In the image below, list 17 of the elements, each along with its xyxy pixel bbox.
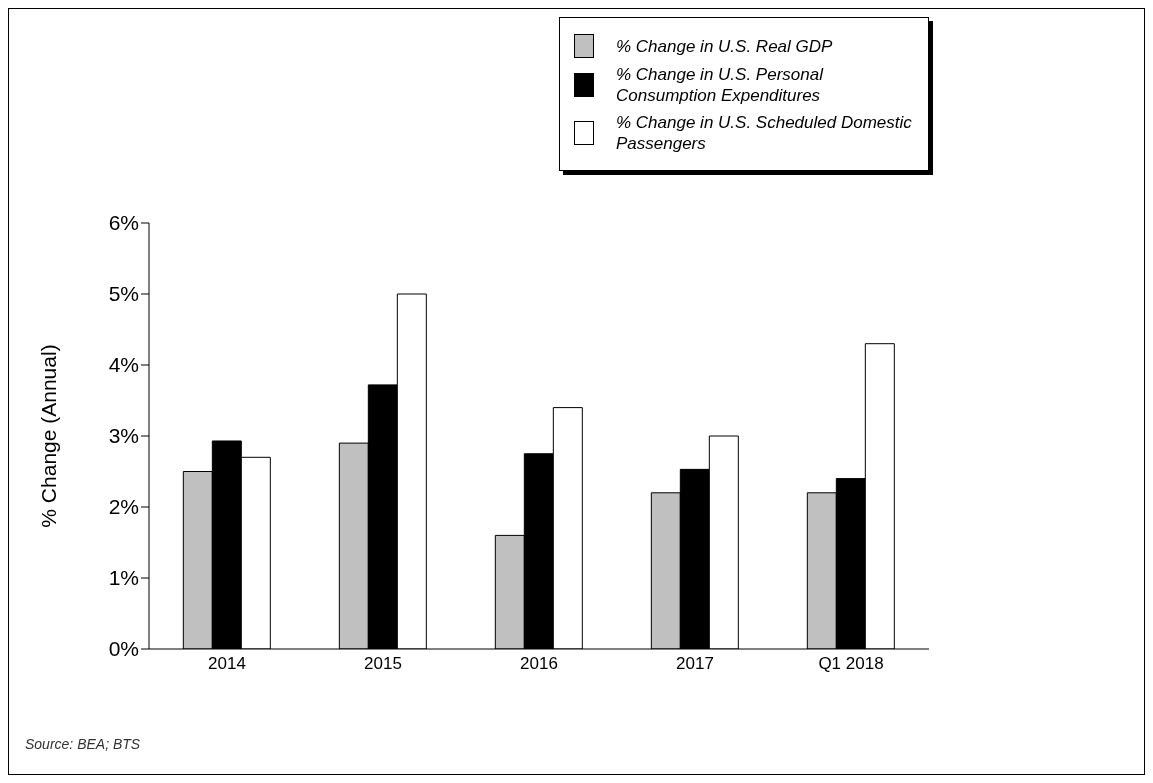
- y-tick-label: 0%: [108, 637, 139, 661]
- legend-label: % Change in U.S. Scheduled Domestic Passengers: [616, 112, 913, 154]
- y-tick-label: 5%: [108, 282, 139, 306]
- y-tick-label: 4%: [108, 353, 139, 377]
- y-tick-label: 1%: [108, 566, 139, 590]
- source-note: Source: BEA; BTS: [25, 736, 141, 752]
- legend-label: % Change in U.S. Personal Consumption Expenditures: [616, 64, 825, 106]
- y-tick-label: 6%: [108, 211, 139, 235]
- x-tick-label: 2016: [520, 654, 558, 674]
- x-tick-label: Q1 2018: [818, 654, 884, 674]
- y-tick-label: 2%: [108, 495, 139, 519]
- legend-label: % Change in U.S. Real GDP: [616, 35, 833, 57]
- x-tick-label: 2014: [208, 654, 246, 674]
- y-axis-title: % Change (Annual): [37, 344, 61, 528]
- y-tick-label: 3%: [108, 424, 139, 448]
- x-tick-label: 2015: [364, 654, 402, 674]
- x-tick-label: 2017: [676, 654, 714, 674]
